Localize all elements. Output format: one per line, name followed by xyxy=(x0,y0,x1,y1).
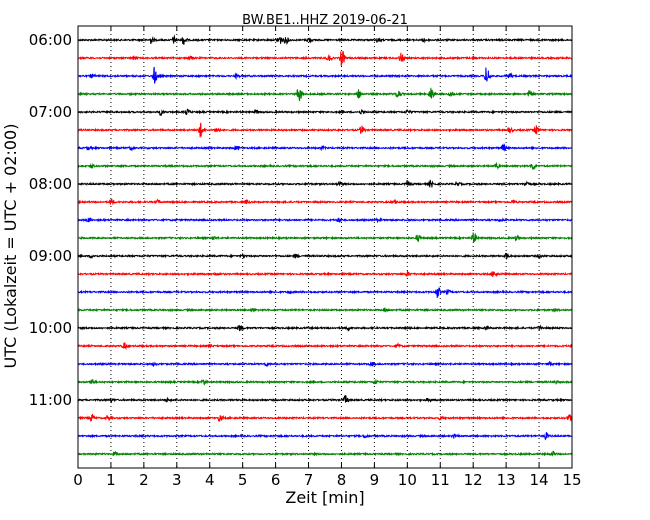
trace-0700 xyxy=(77,108,573,117)
trace-1030 xyxy=(77,360,573,368)
x-axis-label: Zeit [min] xyxy=(285,488,364,507)
y-tick-label: 06:00 xyxy=(29,31,72,49)
trace-0815 xyxy=(77,197,573,205)
trace-0915 xyxy=(77,270,573,278)
y-axis-label: UTC (Lokalzeit = UTC + 02:00) xyxy=(1,124,20,369)
x-tick-label: 0 xyxy=(73,471,83,489)
y-tick-label: 10:00 xyxy=(29,319,72,337)
trace-0900 xyxy=(77,252,573,261)
y-axis-ticks: 06:00 07:00 08:00 09:00 10:00 11:00 xyxy=(29,31,572,409)
x-tick-label: 11 xyxy=(431,471,450,489)
trace-0945 xyxy=(77,307,573,313)
trace-1045 xyxy=(77,378,573,386)
x-tick-label: 15 xyxy=(562,471,581,489)
trace-0745 xyxy=(77,161,573,170)
y-tick-label: 09:00 xyxy=(29,247,72,265)
trace-0800 xyxy=(77,179,573,188)
x-tick-label: 2 xyxy=(139,471,149,489)
trace-0615 xyxy=(77,50,573,67)
vertical-grid xyxy=(110,26,540,468)
x-tick-label: 12 xyxy=(464,471,483,489)
x-tick-label: 1 xyxy=(106,471,116,489)
trace-0845 xyxy=(77,232,573,244)
y-tick-label: 07:00 xyxy=(29,103,72,121)
x-tick-label: 14 xyxy=(530,471,549,489)
trace-1000 xyxy=(77,324,573,332)
chart-title: BW.BE1..HHZ 2019-06-21 xyxy=(242,13,408,28)
trace-0830 xyxy=(77,216,573,223)
x-tick-label: 3 xyxy=(172,471,182,489)
trace-0600 xyxy=(77,34,573,45)
x-tick-label: 9 xyxy=(370,471,380,489)
x-tick-label: 13 xyxy=(497,471,516,489)
trace-1130 xyxy=(77,431,573,441)
trace-0715 xyxy=(77,122,573,138)
plot-frame xyxy=(77,25,573,469)
trace-0645 xyxy=(77,87,573,102)
x-tick-label: 7 xyxy=(304,471,314,489)
x-axis-ticks: 0 1 2 3 4 5 6 7 8 9 10 11 12 13 14 15 xyxy=(73,26,582,489)
x-tick-label: 10 xyxy=(398,471,417,489)
trace-1115 xyxy=(77,413,573,423)
y-tick-label: 08:00 xyxy=(29,175,72,193)
trace-0930 xyxy=(77,287,573,298)
x-tick-label: 5 xyxy=(238,471,248,489)
y-tick-label: 11:00 xyxy=(29,391,72,409)
trace-0730 xyxy=(77,142,573,152)
trace-1100 xyxy=(77,395,573,404)
x-tick-label: 4 xyxy=(205,471,215,489)
x-tick-label: 8 xyxy=(337,471,347,489)
x-tick-label: 6 xyxy=(271,471,281,489)
trace-1015 xyxy=(77,341,573,351)
trace-0630 xyxy=(77,66,573,84)
seismic-traces xyxy=(77,34,573,457)
trace-1145 xyxy=(77,450,573,457)
